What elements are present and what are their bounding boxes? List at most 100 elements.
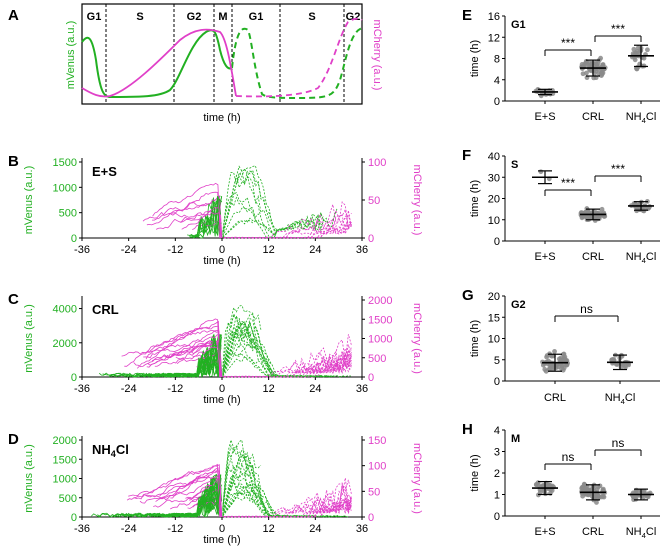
panelB-mcherry-trace — [170, 195, 223, 239]
panel-letter-A: A — [8, 7, 19, 24]
panelF-title: S — [511, 159, 518, 171]
panelB-yl-tick-label: 1500 — [53, 157, 77, 169]
panelH-data-point — [600, 493, 606, 499]
panelB-mcherry-trace-next — [223, 215, 352, 239]
panelH-data-point — [583, 486, 589, 491]
panelH-data-point — [579, 484, 585, 490]
panelD-mvenus-trace-next — [222, 489, 340, 518]
panelH-data-point — [533, 482, 539, 488]
panelH-title: M — [511, 433, 520, 445]
panelA-ylabel-left: mVenus (a.u.) — [65, 21, 77, 89]
panelD-xlabel: time (h) — [203, 534, 240, 546]
panelB-mcherry-trace — [155, 207, 222, 239]
panelF-data-point — [586, 209, 591, 215]
panelA-xlabel: time (h) — [203, 112, 240, 124]
panelB-mvenus-trace-next — [222, 165, 324, 235]
panelE-data-point — [645, 47, 650, 53]
panelA-ylabel-right: mCherry (a.u.) — [371, 20, 383, 91]
panelD-mvenus-trace-next — [222, 472, 278, 517]
panelG-y-tick-label: 5 — [494, 355, 500, 367]
panelE-data-point — [593, 68, 599, 74]
panelB-mcherry-trace — [146, 210, 222, 239]
panelD-x-tick-label: -24 — [121, 523, 137, 535]
panelB-yl-tick-label: 500 — [59, 208, 77, 220]
panelC-yr-tick-label: 1000 — [368, 334, 392, 346]
panelD-yl-tick-label: 0 — [71, 512, 77, 524]
panelB-yl-tick-label: 1000 — [53, 182, 77, 194]
panelB-ylabel-left: mVenus (a.u.) — [23, 166, 35, 234]
panelH-x-tick-label: CRL — [582, 526, 604, 538]
panelE-x-tick-label: E+S — [534, 111, 555, 123]
panelE-y-tick-label: 0 — [494, 96, 500, 108]
panelE-data-point — [635, 45, 641, 51]
panelD-x-tick-label: 0 — [219, 523, 225, 535]
panelE-sig-label: *** — [561, 36, 575, 50]
panelD-mvenus-trace — [143, 488, 221, 518]
panelH-data-point — [595, 493, 600, 498]
panelD-mcherry-trace-next — [223, 495, 352, 518]
panelD-mcherry-trace — [128, 463, 222, 518]
panelC-x-tick-label: 36 — [356, 383, 368, 395]
panelE-data-point — [600, 62, 606, 67]
panelF-sig-label: *** — [561, 176, 575, 190]
panelE-sig-label: *** — [611, 22, 625, 36]
panel-letter-E: E — [462, 7, 472, 24]
panelC-mcherry-trace — [165, 333, 222, 378]
panelF-y-tick-label: 30 — [488, 172, 500, 184]
panelE-y-tick-label: 8 — [494, 54, 500, 66]
panelH-y-tick-label: 4 — [494, 425, 500, 437]
panelG-x-tick-label: NH4Cl — [605, 392, 636, 406]
panelA-mcherry-curve-next — [235, 17, 363, 98]
panelA-phase-label-7: G2 — [346, 11, 361, 23]
panelD-x-tick-label: 24 — [309, 523, 321, 535]
panelD-mcherry-trace — [145, 475, 221, 518]
panelH-sig-label: ns — [612, 436, 625, 450]
panel-letter-D: D — [8, 431, 19, 448]
panelF-x-tick-label: CRL — [582, 251, 604, 263]
panelD-yl-tick-label: 500 — [59, 493, 77, 505]
panelD-mcherry-trace — [191, 489, 221, 518]
panelB-mvenus-trace-next — [222, 169, 278, 236]
panelC-yl-tick-label: 0 — [71, 372, 77, 384]
panelG-data-point — [543, 368, 549, 374]
panelD-x-tick-label: -36 — [74, 523, 90, 535]
panelB-yr-tick-label: 100 — [368, 157, 386, 169]
panelB-x-tick-label: 36 — [356, 244, 368, 256]
panelD-mcherry-trace-next — [223, 485, 352, 518]
panelH-y-tick-label: 1 — [494, 490, 500, 502]
panelC-yr-tick-label: 500 — [368, 353, 386, 365]
panelC-mvenus-trace-next — [222, 331, 294, 378]
panelE-y-tick-label: 12 — [488, 32, 500, 44]
panelD-mcherry-trace-next — [223, 485, 352, 518]
panelC-mcherry-trace — [124, 318, 221, 378]
panelF-y-tick-label: 20 — [488, 194, 500, 206]
panelF-data-point — [599, 206, 605, 212]
panelC-yl-tick-label: 2000 — [53, 338, 77, 350]
panelC-x-tick-label: -24 — [121, 383, 137, 395]
panelA-phase-label-2: S — [136, 11, 143, 23]
panelC-mvenus-trace-next — [222, 355, 351, 378]
panel-letter-H: H — [462, 421, 473, 438]
panelB-yl-tick-label: 0 — [71, 233, 77, 245]
panelD-mcherry-trace-next — [223, 496, 352, 518]
panelB-mvenus-trace — [191, 198, 222, 237]
panelD-yr-tick-label: 150 — [368, 435, 386, 447]
panel-letter-F: F — [462, 147, 471, 164]
panelC-x-tick-label: 0 — [219, 383, 225, 395]
panelH-data-point — [600, 486, 606, 492]
panelC-mvenus-trace — [154, 335, 221, 377]
panelG-ylabel: time (h) — [469, 320, 481, 357]
panelC-mcherry-trace — [145, 320, 222, 378]
panelG-y-tick-label: 20 — [488, 291, 500, 303]
panelD-yr-tick-label: 100 — [368, 461, 386, 473]
panelB-x-tick-label: -36 — [74, 244, 90, 256]
panelD-mcherry-trace-next — [223, 477, 352, 518]
panelG-data-point — [552, 349, 557, 354]
panelF-data-point — [641, 208, 647, 214]
panelB-mcherry-trace — [142, 191, 221, 239]
panelF-data-point — [538, 169, 544, 175]
panel-letter-C: C — [8, 291, 19, 308]
panelG-y-tick-label: 0 — [494, 376, 500, 388]
panelD-yl-tick-label: 1000 — [53, 474, 77, 486]
